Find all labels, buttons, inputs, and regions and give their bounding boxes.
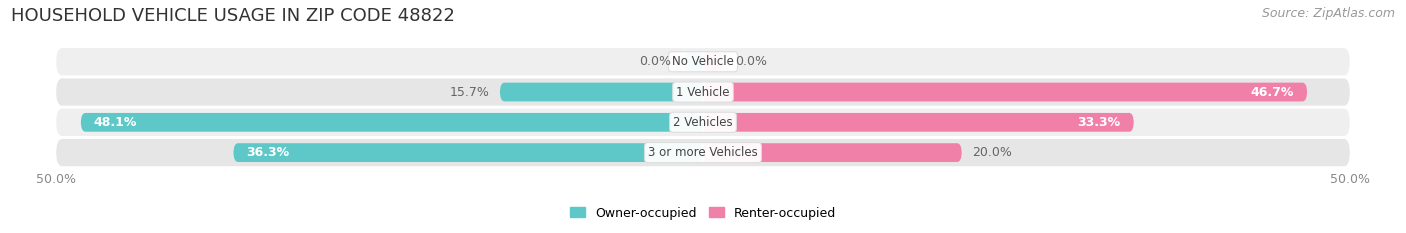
Text: 48.1%: 48.1% [94, 116, 138, 129]
FancyBboxPatch shape [56, 109, 1350, 136]
FancyBboxPatch shape [56, 139, 1350, 166]
FancyBboxPatch shape [80, 113, 703, 132]
FancyBboxPatch shape [56, 48, 1350, 75]
Text: 15.7%: 15.7% [450, 86, 489, 99]
Text: 1 Vehicle: 1 Vehicle [676, 86, 730, 99]
Text: 33.3%: 33.3% [1077, 116, 1121, 129]
Text: 20.0%: 20.0% [972, 146, 1012, 159]
Text: 2 Vehicles: 2 Vehicles [673, 116, 733, 129]
FancyBboxPatch shape [703, 52, 723, 71]
FancyBboxPatch shape [56, 78, 1350, 106]
FancyBboxPatch shape [703, 83, 1308, 101]
Text: 0.0%: 0.0% [638, 55, 671, 68]
FancyBboxPatch shape [501, 83, 703, 101]
Text: 36.3%: 36.3% [246, 146, 290, 159]
FancyBboxPatch shape [233, 143, 703, 162]
Legend: Owner-occupied, Renter-occupied: Owner-occupied, Renter-occupied [565, 202, 841, 225]
FancyBboxPatch shape [703, 113, 1133, 132]
FancyBboxPatch shape [703, 143, 962, 162]
FancyBboxPatch shape [683, 52, 703, 71]
Text: No Vehicle: No Vehicle [672, 55, 734, 68]
Text: Source: ZipAtlas.com: Source: ZipAtlas.com [1261, 7, 1395, 20]
Text: 46.7%: 46.7% [1251, 86, 1294, 99]
Text: HOUSEHOLD VEHICLE USAGE IN ZIP CODE 48822: HOUSEHOLD VEHICLE USAGE IN ZIP CODE 4882… [11, 7, 456, 25]
Text: 0.0%: 0.0% [735, 55, 768, 68]
Text: 3 or more Vehicles: 3 or more Vehicles [648, 146, 758, 159]
